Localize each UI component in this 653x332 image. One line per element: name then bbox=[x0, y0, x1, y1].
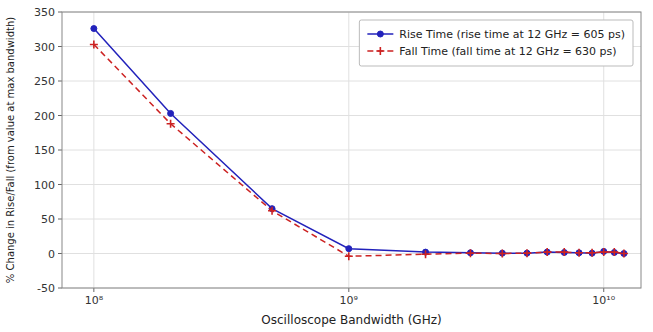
data-point bbox=[268, 207, 276, 215]
chart: 10⁸ 10⁹ 10¹⁰ -50 0 50 100 150 200 250 300 350 Oscill… bbox=[0, 0, 653, 332]
tick-mark bbox=[58, 288, 62, 289]
data-point bbox=[588, 249, 596, 257]
tick-mark bbox=[603, 288, 604, 292]
data-point bbox=[600, 248, 608, 256]
data-point bbox=[91, 26, 97, 32]
tick-mark bbox=[348, 288, 349, 292]
tick-mark bbox=[58, 219, 62, 220]
series-line bbox=[94, 44, 624, 256]
tick-mark bbox=[58, 81, 62, 82]
tick-label: 300 bbox=[34, 41, 55, 54]
tick-label: 150 bbox=[34, 144, 55, 157]
legend: Rise Time (rise time at 12 GHz = 605 ps)… bbox=[359, 20, 633, 66]
grid-line bbox=[62, 150, 641, 151]
tick-mark bbox=[58, 253, 62, 254]
data-point bbox=[422, 250, 430, 258]
data-point bbox=[168, 110, 174, 116]
data-point bbox=[90, 40, 98, 48]
plot-frame bbox=[62, 12, 641, 288]
grid-line bbox=[62, 184, 641, 185]
legend-label: Fall Time (fall time at 12 GHz = 630 ps) bbox=[399, 45, 616, 58]
data-point bbox=[466, 249, 474, 257]
tick-label: 100 bbox=[34, 179, 55, 192]
tick-label: 10¹⁰ bbox=[592, 294, 615, 307]
tick-label: -50 bbox=[37, 282, 55, 295]
grid-line bbox=[62, 253, 641, 254]
tick-label: 200 bbox=[34, 110, 55, 123]
data-point bbox=[620, 250, 628, 258]
data-point bbox=[346, 246, 352, 252]
data-point bbox=[524, 250, 530, 256]
tick-mark bbox=[58, 150, 62, 151]
tick-label: 250 bbox=[34, 75, 55, 88]
grid-line bbox=[62, 219, 641, 220]
data-point bbox=[544, 249, 550, 255]
data-point bbox=[576, 250, 582, 256]
y-axis-label: % Change in Rise/Fall (from value at max… bbox=[5, 17, 16, 283]
data-point bbox=[167, 120, 175, 128]
data-point bbox=[498, 250, 506, 258]
legend-marker bbox=[376, 47, 384, 55]
tick-label: 10⁹ bbox=[340, 294, 358, 307]
grid bbox=[62, 12, 641, 288]
data-point bbox=[560, 248, 568, 256]
plot-area bbox=[62, 12, 641, 288]
data-point bbox=[621, 251, 627, 257]
legend-box bbox=[359, 20, 633, 66]
tick-label: 10⁸ bbox=[85, 294, 104, 307]
legend-marker bbox=[377, 31, 383, 37]
data-point bbox=[345, 252, 353, 260]
tick-mark bbox=[58, 12, 62, 13]
legend-label: Rise Time (rise time at 12 GHz = 605 ps) bbox=[399, 28, 625, 41]
tick-mark bbox=[58, 184, 62, 185]
tick-mark bbox=[93, 288, 94, 292]
data-point bbox=[575, 249, 583, 257]
tick-mark bbox=[58, 46, 62, 47]
tick-label: 50 bbox=[41, 213, 55, 226]
x-axis-label: Oscilloscope Bandwidth (GHz) bbox=[261, 313, 441, 327]
tick-mark bbox=[58, 115, 62, 116]
tick-label: 350 bbox=[34, 6, 55, 19]
tick-label: 0 bbox=[48, 248, 55, 261]
grid-line bbox=[62, 115, 641, 116]
data-point bbox=[610, 248, 618, 256]
grid-line bbox=[62, 81, 641, 82]
data-point bbox=[523, 249, 531, 257]
data-point bbox=[543, 248, 551, 256]
